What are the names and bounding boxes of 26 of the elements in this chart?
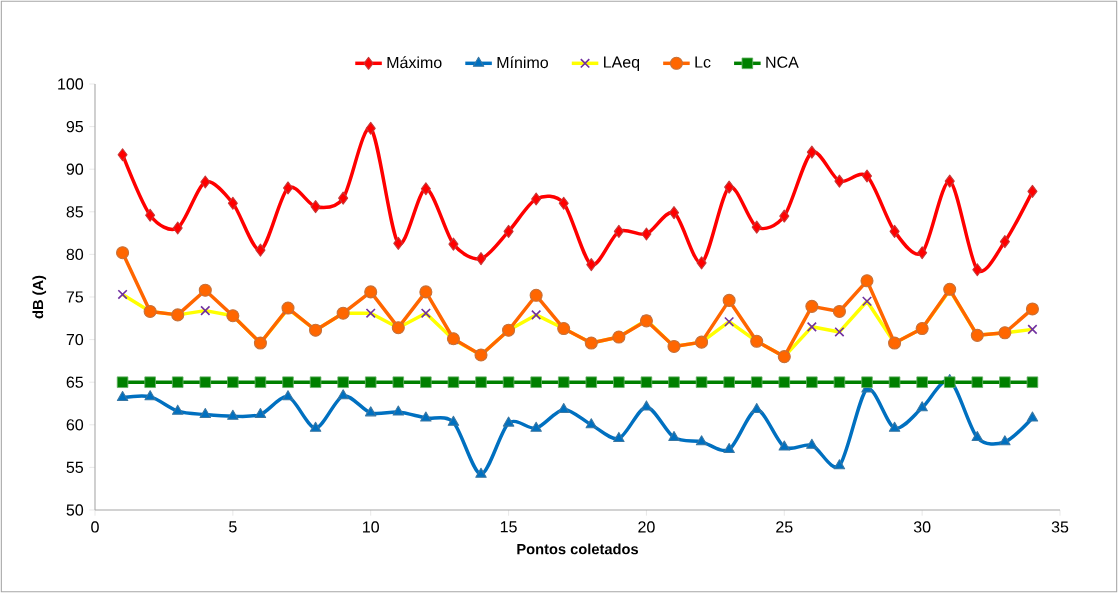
- x-tick-label: 0: [91, 521, 99, 533]
- x-tick-label: 30: [913, 521, 931, 533]
- y-tick-label: 50: [66, 504, 84, 516]
- legend-label: Máximo: [387, 56, 442, 69]
- y-tick-label: 55: [66, 461, 84, 473]
- y-tick-label: 90: [66, 163, 84, 175]
- y-tick-label: 100: [58, 78, 84, 90]
- x-tick-label: 10: [363, 521, 379, 533]
- x-tick-label: 25: [776, 521, 793, 533]
- x-tick-label: 35: [1051, 521, 1069, 533]
- y-tick-label: 70: [66, 333, 84, 346]
- x-tick-label: 15: [500, 521, 517, 533]
- y-tick-label: 65: [66, 376, 84, 388]
- x-axis-title: Pontos coletados: [517, 543, 639, 555]
- y-tick-label: 75: [66, 291, 84, 303]
- y-tick-label: 95: [66, 120, 84, 133]
- x-tick-label: 5: [229, 521, 237, 533]
- y-tick-label: 85: [66, 206, 84, 218]
- legend-label: Lc: [695, 56, 711, 68]
- y-axis-title: dB (A): [32, 275, 47, 319]
- y-tick-label: 60: [66, 419, 84, 431]
- y-tick-label: 80: [66, 248, 84, 261]
- legend-label: Mínimo: [497, 56, 549, 69]
- legend-label: NCA: [766, 56, 799, 68]
- legend-label: LAeq: [604, 56, 640, 71]
- x-tick-label: 20: [638, 521, 655, 533]
